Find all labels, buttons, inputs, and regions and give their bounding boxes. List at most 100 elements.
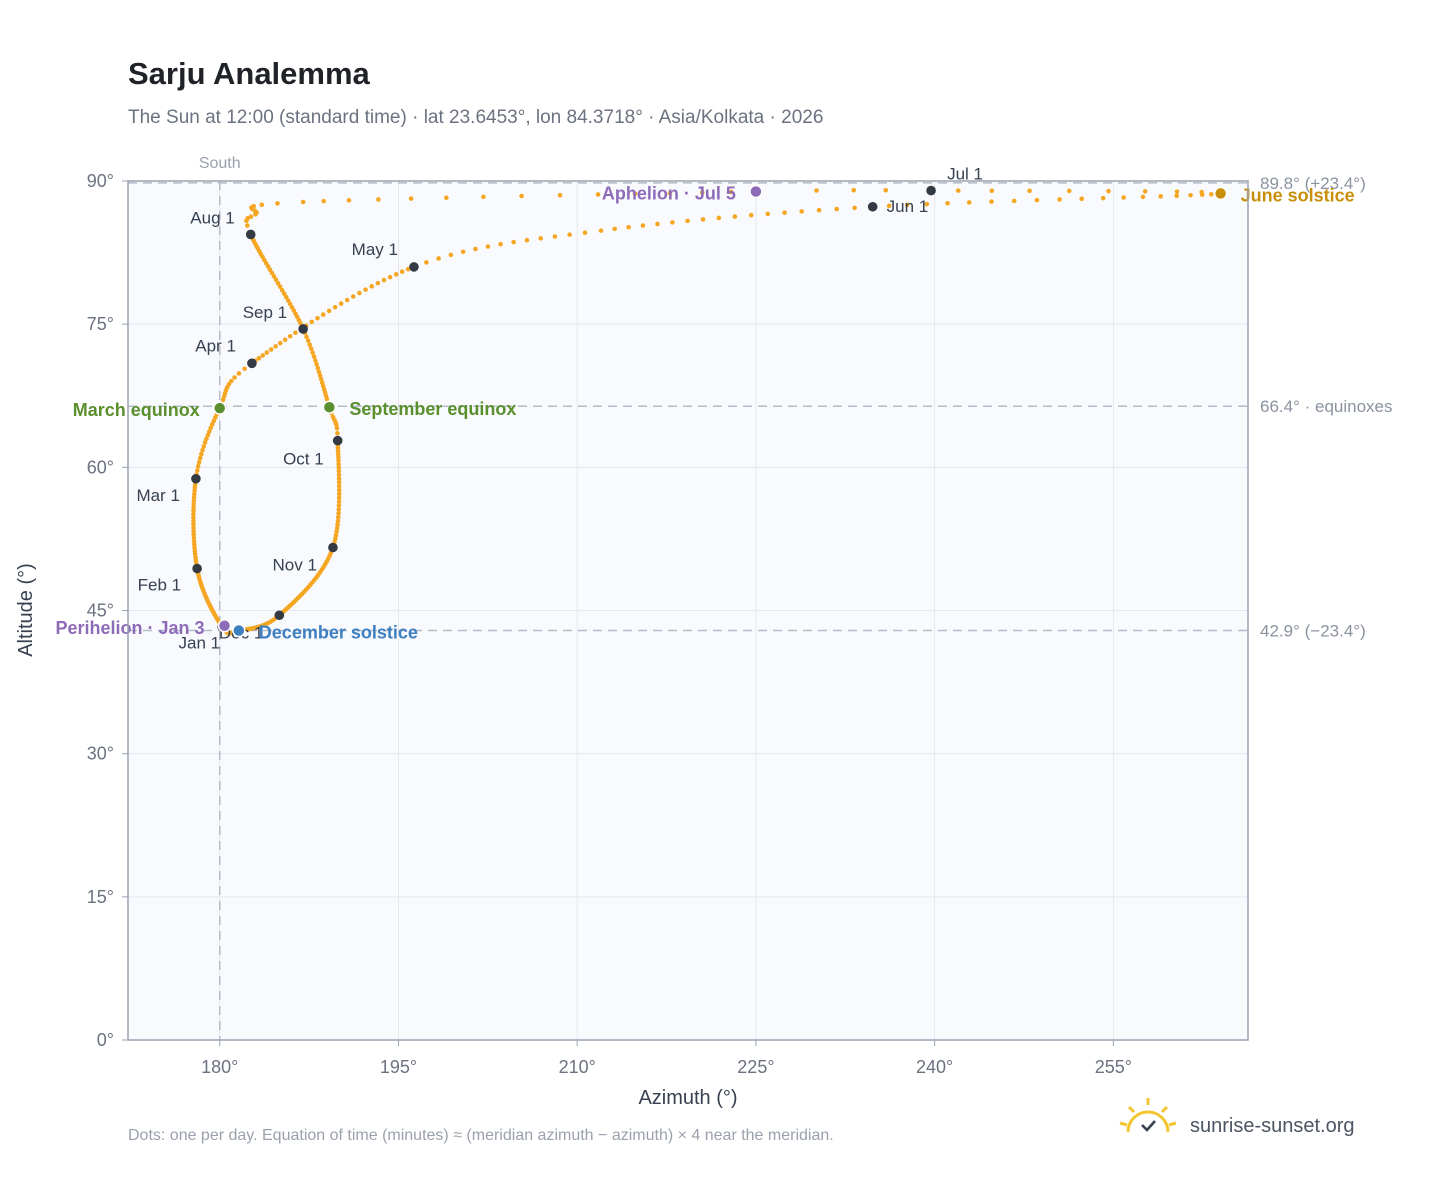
daily-dot [191,532,197,537]
daily-dot [191,528,196,534]
daily-dot [814,188,819,193]
month-label: Apr 1 [195,336,236,355]
daily-dot [318,376,324,382]
daily-dot [989,188,995,194]
month-label: Jan 1 [179,634,221,653]
daily-dot [191,525,196,531]
daily-dot [1188,192,1193,198]
daily-dot [316,369,322,375]
daily-dot [314,362,319,367]
daily-dot [699,190,705,195]
daily-dot [279,287,285,293]
daily-dot [851,187,856,193]
daily-dot [232,375,237,380]
daily-dot [369,284,375,289]
month-dot [245,229,256,240]
daily-dot [334,525,340,531]
daily-dot [277,284,283,289]
daily-dot [1140,194,1146,200]
march_equinox-marker [212,401,227,415]
daily-dot [226,382,232,387]
x-tick-label: 255° [1095,1057,1132,1077]
daily-dot [552,234,558,239]
daily-dot [375,280,381,286]
daily-dot [782,210,787,215]
daily-dot [191,498,197,503]
month-dot [247,358,257,369]
daily-dot [245,223,250,228]
daily-dot [524,237,530,243]
month-label: Feb 1 [138,576,181,595]
x-tick-label: 225° [737,1057,774,1077]
daily-dot [748,212,754,218]
daily-dot [300,199,306,205]
y-axis-ticks: 0° 15° 30° 45° 60° 75° 90° [87,171,128,1050]
daily-dot [336,487,342,493]
daily-dot [287,333,293,339]
daily-dot [344,297,350,303]
month-label: Jun 1 [887,197,929,216]
daily-dot [945,200,950,206]
daily-dot [640,223,646,228]
daily-dot [700,217,706,222]
page-subtitle: The Sun at 12:00 (standard time) · lat 2… [128,107,823,128]
december_solstice-label: December solstice [259,623,418,643]
daily-dot [336,472,342,478]
month-dot [274,610,285,621]
daily-dot [338,301,344,306]
month-dot [328,542,338,553]
perihelion-label: Perihelion · Jan 3 [55,618,204,638]
month-dot [298,324,308,334]
daily-dot [381,277,387,283]
daily-dot [989,199,994,204]
daily-dot [273,344,278,349]
daily-dot [685,218,690,224]
daily-dot [335,430,340,436]
daily-dot [834,206,840,212]
brand-link[interactable]: sunrise-sunset.org [1190,1115,1355,1137]
daily-dot [1079,196,1085,202]
month-label: Aug 1 [190,208,234,227]
month-dot [191,473,201,484]
daily-dot [260,353,266,358]
y-tick-label: 30° [87,744,114,764]
month-label: Nov 1 [273,556,317,575]
daily-dot [408,196,414,201]
daily-dot [1066,188,1072,194]
daily-dot [399,269,405,274]
daily-dot [195,463,201,469]
daily-dot [275,201,280,206]
x-axis-ticks: 180° 195° 210° 225° 240° 255° [201,1040,1132,1077]
daily-dot [485,244,491,249]
daily-dot [924,201,930,207]
daily-dot [197,455,203,461]
daily-dot [332,304,338,310]
daily-dot [336,483,342,489]
y-tick-label: 60° [87,457,114,477]
y-tick-label: 15° [87,887,114,907]
daily-dot [283,294,289,300]
month-markers: Jan 1 Feb 1 Mar 1 Apr 1 May 1 Jun 1 Jul 1 Aug 1… [136,165,983,653]
daily-dot [191,522,196,527]
daily-dot [538,236,543,241]
x-axis-label: Azimuth (°) [638,1087,737,1109]
daily-dot [444,195,449,201]
daily-dot [315,315,320,321]
month-label: Mar 1 [136,486,179,505]
daily-dot [228,378,234,384]
daily-dot [886,203,892,209]
daily-dot [336,499,342,504]
daily-dot [393,272,399,277]
daily-dot [277,340,283,346]
daily-dot [195,468,200,473]
month-dot [409,262,419,272]
daily-dot [655,221,660,227]
daily-dot [336,458,341,463]
daily-dot [275,280,281,286]
daily-dot [311,354,317,359]
daily-dot [1199,189,1204,195]
daily-dot [1174,193,1179,199]
daily-dot [799,209,805,214]
month-label: Jul 1 [947,165,983,184]
daily-dot [315,365,321,371]
